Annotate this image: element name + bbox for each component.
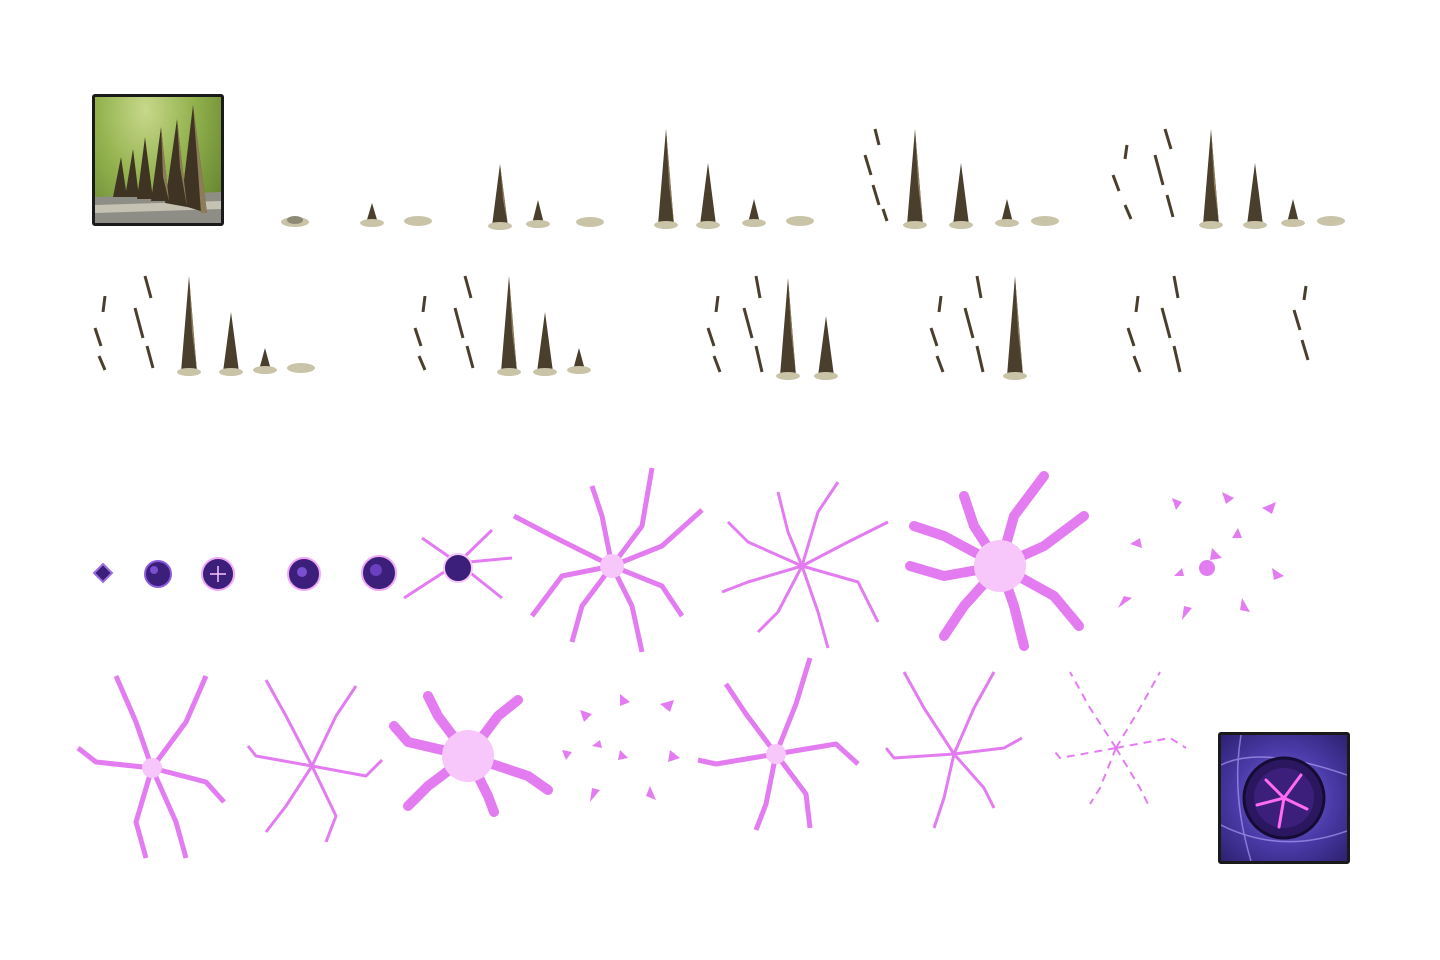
earth-spike-frame-5 xyxy=(855,125,1065,230)
earth-spike-frame-2 xyxy=(350,195,440,230)
shadow-burst-frame-6 xyxy=(402,518,514,608)
shadow-burst-frame-7 xyxy=(512,466,704,656)
shadow-burst-frame-10 xyxy=(1112,488,1288,628)
shadow-burst-frame-14 xyxy=(560,690,682,806)
shadow-orb-skill-icon xyxy=(1218,732,1350,864)
shadow-burst-frame-1 xyxy=(92,562,114,584)
earth-spike-frame-4 xyxy=(650,125,830,230)
shadow-burst-frame-13 xyxy=(388,686,553,817)
shadow-burst-frame-3 xyxy=(196,552,240,596)
shadow-burst-frame-2 xyxy=(142,558,174,590)
earth-spike-frame-11 xyxy=(1120,272,1195,382)
earth-spike-frame-6 xyxy=(1105,125,1350,230)
shadow-burst-frame-15 xyxy=(696,654,860,831)
shadow-burst-frame-16 xyxy=(884,668,1024,829)
shadow-burst-frame-9 xyxy=(904,466,1096,652)
shadow-burst-frame-4 xyxy=(282,552,326,596)
shadow-burst-frame-17 xyxy=(1050,668,1187,809)
earth-spike-frame-8 xyxy=(405,272,605,377)
earth-spike-frame-12 xyxy=(1280,280,1320,370)
shadow-burst-frame-8 xyxy=(718,472,894,652)
earth-spike-frame-3 xyxy=(480,160,620,230)
earth-spikes-skill-icon xyxy=(92,94,224,226)
shadow-burst-frame-5 xyxy=(356,550,402,596)
earth-spike-frame-7 xyxy=(85,272,325,377)
shadow-burst-frame-11 xyxy=(76,672,226,862)
shadow-burst-frame-12 xyxy=(246,676,386,846)
earth-spike-frame-1 xyxy=(270,200,320,230)
earth-spike-frame-10 xyxy=(925,272,1040,382)
earth-spike-frame-9 xyxy=(700,272,850,382)
